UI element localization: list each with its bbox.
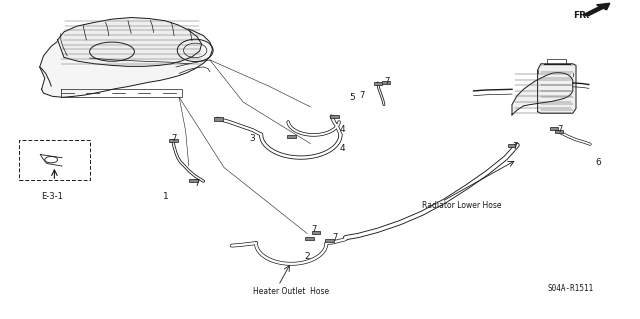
- Text: 7: 7: [194, 179, 199, 188]
- Polygon shape: [538, 64, 576, 113]
- Text: FR.: FR.: [573, 11, 589, 20]
- Bar: [550, 127, 558, 130]
- Bar: [312, 231, 320, 234]
- Text: 7: 7: [360, 91, 365, 100]
- Text: 6: 6: [595, 158, 601, 167]
- Text: 4: 4: [339, 144, 345, 153]
- Text: Radiator Lower Hose: Radiator Lower Hose: [422, 201, 502, 210]
- Bar: [330, 115, 339, 118]
- Bar: [19, 140, 90, 180]
- Text: 3: 3: [250, 134, 255, 143]
- Text: 4: 4: [339, 125, 345, 134]
- Bar: [305, 237, 314, 240]
- Bar: [189, 179, 198, 182]
- Text: Heater Outlet  Hose: Heater Outlet Hose: [253, 287, 329, 296]
- Bar: [214, 117, 223, 121]
- Bar: [374, 82, 382, 85]
- Polygon shape: [40, 22, 212, 97]
- Text: 1: 1: [163, 192, 169, 201]
- Text: 7: 7: [557, 125, 562, 134]
- Bar: [508, 144, 515, 147]
- Bar: [287, 135, 296, 138]
- Polygon shape: [512, 73, 573, 115]
- Text: 7: 7: [332, 233, 337, 242]
- Bar: [325, 239, 334, 242]
- Text: E-3-1: E-3-1: [42, 192, 63, 201]
- Text: 2: 2: [304, 252, 310, 261]
- Text: 7: 7: [312, 225, 317, 234]
- Text: 7: 7: [384, 77, 389, 86]
- Bar: [169, 139, 178, 142]
- Text: 7: 7: [171, 134, 176, 143]
- Polygon shape: [58, 18, 202, 66]
- Bar: [555, 130, 563, 133]
- Text: S04A-R1511: S04A-R1511: [547, 284, 593, 293]
- Bar: [382, 81, 390, 84]
- Text: 5: 5: [349, 93, 355, 102]
- FancyArrow shape: [584, 3, 610, 16]
- Text: 7: 7: [512, 142, 517, 151]
